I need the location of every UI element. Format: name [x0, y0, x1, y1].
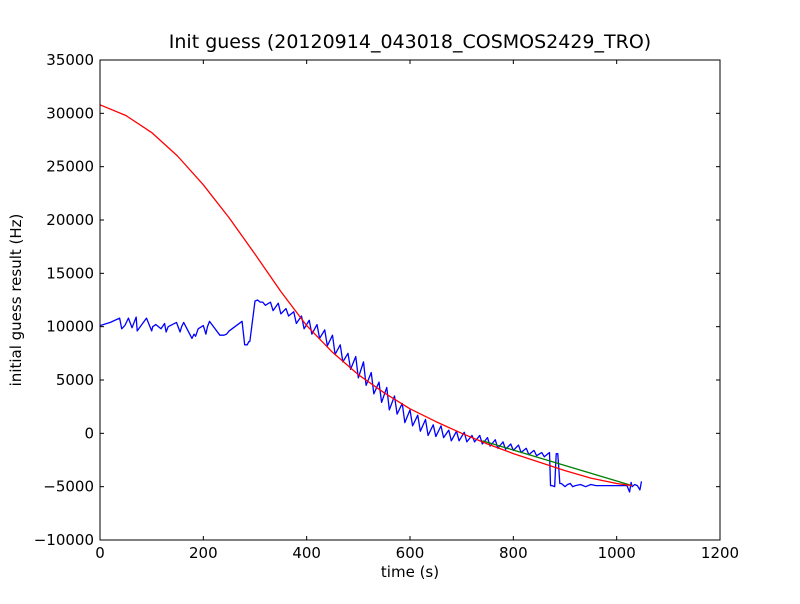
y-tick-label: −5000 [43, 478, 94, 496]
x-tick-label: 1000 [598, 544, 636, 562]
series-line-2 [482, 440, 633, 487]
plot-frame [99, 59, 721, 541]
y-tick-label: 25000 [46, 158, 94, 176]
x-tick-label: 400 [292, 544, 321, 562]
y-tick-label: 30000 [46, 104, 94, 122]
y-tick-label: 0 [84, 424, 94, 442]
y-tick-label: 20000 [46, 211, 94, 229]
y-tick-label: 10000 [46, 318, 94, 336]
x-tick-label: 800 [499, 544, 528, 562]
y-tick-label: 35000 [46, 51, 94, 69]
chart-title: Init guess (20120914_043018_COSMOS2429_T… [169, 31, 651, 53]
x-axis-label: time (s) [381, 563, 439, 581]
series-line-1 [99, 299, 643, 493]
x-tick-label: 200 [189, 544, 218, 562]
y-tick-label: 5000 [56, 371, 94, 389]
plot-lines [99, 104, 643, 493]
series-line-3 [99, 104, 633, 487]
axis-ticks: 0 200 400 600 800 1000 1200 −10000 −5000 0 5000 100… [34, 51, 739, 562]
y-tick-label: −10000 [34, 531, 94, 549]
x-tick-label: 600 [396, 544, 425, 562]
y-axis-label: initial guess result (Hz) [7, 214, 25, 387]
x-tick-label: 1200 [701, 544, 739, 562]
x-tick-label: 0 [95, 544, 105, 562]
y-tick-label: 15000 [46, 264, 94, 282]
